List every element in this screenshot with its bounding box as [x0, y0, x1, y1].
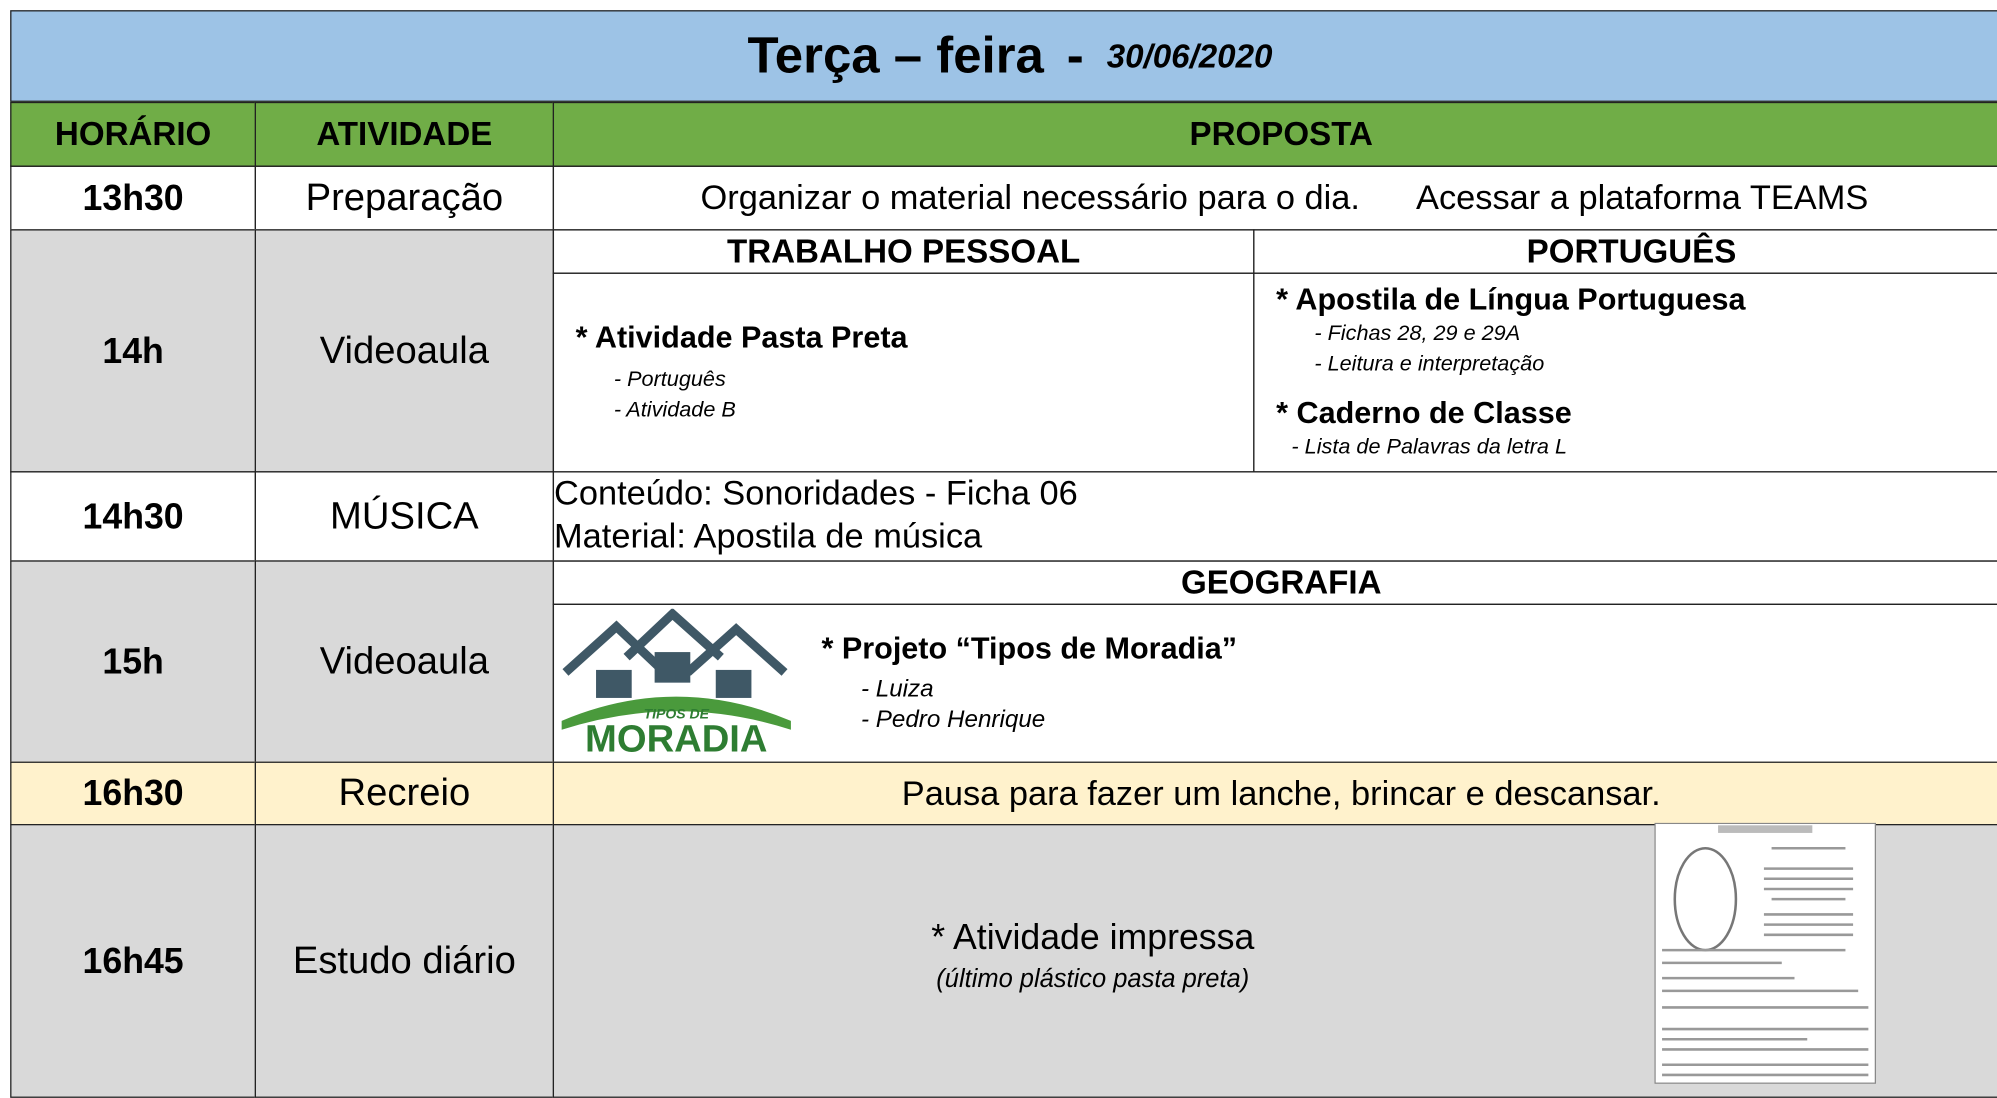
item-title: * Apostila de Língua Portuguesa	[1276, 282, 1746, 318]
text: Pausa para fazer um lanche, brincar e de…	[901, 773, 1661, 812]
section-heading: TRABALHO PESSOAL	[552, 229, 1255, 274]
item-detail: - Pedro Henrique	[860, 706, 1046, 734]
time: 14h	[10, 229, 256, 473]
proposal: Organizar o material necessário para o d…	[552, 165, 1997, 231]
item-detail: - Português	[613, 366, 726, 391]
time: 14h30	[10, 471, 256, 562]
text: Conteúdo: Sonoridades - Ficha 06	[554, 473, 1078, 512]
item-title: * Projeto “Tipos de Moradia”	[821, 631, 1238, 667]
text: * Atividade impressa	[931, 916, 1255, 957]
time: 16h45	[10, 824, 256, 1098]
title: Terça – feira	[747, 27, 1044, 84]
col-header: PROPOSTA	[552, 101, 1997, 167]
section-heading: PORTUGUÊS	[1253, 229, 1997, 274]
item-detail: - Atividade B	[613, 397, 736, 422]
activity: Videoaula	[254, 229, 555, 473]
logo-text: MORADIA	[585, 717, 767, 759]
time: 15h	[10, 560, 256, 763]
text: Acessar a plataforma TEAMS	[1416, 178, 1869, 217]
activity: MÚSICA	[254, 471, 555, 562]
date: 30/06/2020	[1106, 36, 1273, 75]
worksheet-thumbnail	[1654, 822, 1877, 1084]
activity: Preparação	[254, 165, 555, 231]
item-detail: - Luiza	[860, 676, 934, 704]
logo: TIPOS DE MORADIA	[561, 608, 791, 759]
item-detail: - Fichas 28, 29 e 29A	[1314, 320, 1521, 346]
item-detail: - Lista de Palavras da letra L	[1291, 434, 1568, 459]
logo-text: TIPOS DE	[644, 705, 710, 721]
col-header: HORÁRIO	[10, 101, 256, 167]
item-title: * Caderno de Classe	[1276, 396, 1572, 431]
activity: Videoaula	[254, 560, 555, 763]
proposal: Pausa para fazer um lanche, brincar e de…	[552, 761, 1997, 826]
time: 16h30	[10, 761, 256, 826]
day-header: Terça – feira - 30/06/2020	[10, 10, 1997, 102]
text: Organizar o material necessário para o d…	[700, 178, 1360, 217]
time: 13h30	[10, 165, 256, 231]
col-header: ATIVIDADE	[254, 101, 555, 167]
text: (último plástico pasta preta)	[936, 965, 1250, 994]
section-heading: GEOGRAFIA	[552, 560, 1997, 605]
item-detail: - Leitura e interpretação	[1314, 351, 1545, 376]
text: Material: Apostila de música	[554, 517, 983, 556]
item-title: * Atividade Pasta Preta	[575, 320, 908, 356]
activity: Estudo diário	[254, 824, 555, 1098]
activity: Recreio	[254, 761, 555, 826]
